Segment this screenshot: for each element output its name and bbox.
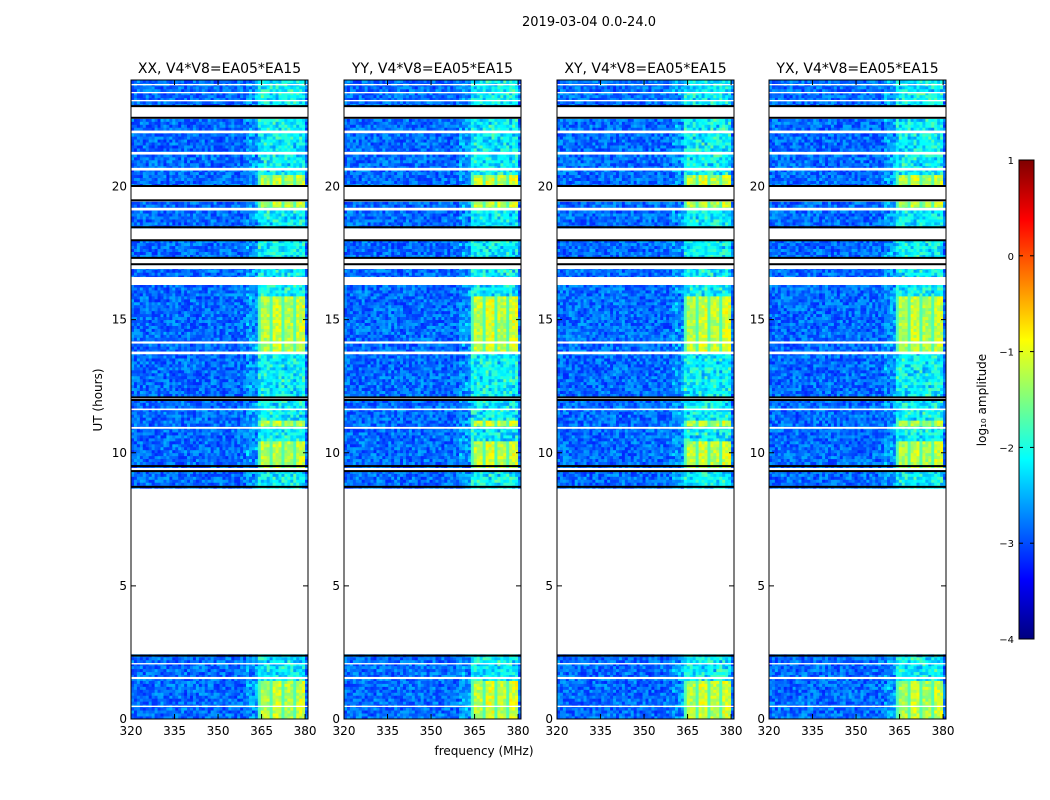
y-tick-label: 20 — [325, 180, 340, 194]
x-tick-label: 365 — [250, 724, 273, 738]
y-tick-label: 5 — [332, 579, 340, 593]
x-tick-label: 380 — [720, 724, 743, 738]
plot-frame — [768, 79, 947, 720]
y-tick-label: 5 — [119, 579, 127, 593]
y-tick-label: 0 — [332, 712, 340, 726]
plot-frame — [556, 79, 735, 720]
y-tick-label: 10 — [112, 446, 127, 460]
panel-title: YY, V4*V8=EA05*EA15 — [351, 61, 513, 77]
y-tick-label: 10 — [538, 446, 553, 460]
x-tick-label: 380 — [932, 724, 955, 738]
y-tick-label: 10 — [325, 446, 340, 460]
panel-title: XY, V4*V8=EA05*EA15 — [564, 61, 726, 77]
heatmap-image — [344, 80, 521, 719]
y-tick-label: 0 — [119, 712, 127, 726]
figure-title: 2019-03-04 0.0-24.0 — [522, 15, 656, 30]
panel-3: XY, V4*V8=EA05*EA15 320 335 350 365 380 0 5 10 15… — [538, 61, 743, 738]
plot-frame — [130, 79, 309, 720]
heatmap-image — [769, 80, 946, 719]
y-tick-label: 15 — [325, 313, 340, 327]
y-tick-label: 20 — [538, 180, 553, 194]
x-axis-label: frequency (MHz) — [434, 744, 533, 758]
x-tick-label: 335 — [376, 724, 399, 738]
y-tick-label: 10 — [750, 446, 765, 460]
colorbar-label: log₁₀ amplitude — [975, 354, 989, 446]
y-tick-label: 20 — [112, 180, 127, 194]
x-tick-label: 350 — [207, 724, 230, 738]
y-tick-label: 5 — [545, 579, 553, 593]
x-tick-label: 320 — [333, 724, 356, 738]
y-tick-label: 15 — [112, 313, 127, 327]
x-tick-label: 320 — [546, 724, 569, 738]
panel-2: YY, V4*V8=EA05*EA15 320 335 350 365 380 0 5 10 15… — [325, 61, 530, 738]
panels-group: XX, V4*V8=EA05*EA15 320 335 350 365 380 0 5 10 15… — [112, 61, 955, 738]
x-tick-label: 365 — [676, 724, 699, 738]
heatmap-image — [557, 80, 734, 719]
x-tick-label: 350 — [845, 724, 868, 738]
panel-title: YX, V4*V8=EA05*EA15 — [775, 61, 938, 77]
colorbar: −4 −3 −2 −1 0 1 log₁₀ amplitude — [975, 156, 1035, 646]
y-tick-label: 20 — [750, 180, 765, 194]
colorbar-tick-label: 0 — [1008, 252, 1014, 263]
panel-4: YX, V4*V8=EA05*EA15 320 335 350 365 380 0 5 10 15… — [750, 61, 955, 738]
x-tick-label: 365 — [888, 724, 911, 738]
x-tick-label: 335 — [589, 724, 612, 738]
panel-1: XX, V4*V8=EA05*EA15 320 335 350 365 380 0 5 10 15… — [112, 61, 317, 738]
x-tick-label: 335 — [801, 724, 824, 738]
y-tick-label: 0 — [545, 712, 553, 726]
x-tick-label: 320 — [120, 724, 143, 738]
x-tick-label: 335 — [163, 724, 186, 738]
x-tick-label: 380 — [294, 724, 317, 738]
x-tick-label: 350 — [633, 724, 656, 738]
colorbar-tick-label: −1 — [999, 348, 1014, 359]
colorbar-tick-label: 1 — [1008, 156, 1014, 167]
colorbar-tick-label: −4 — [999, 635, 1014, 646]
x-tick-label: 380 — [507, 724, 530, 738]
y-tick-label: 15 — [538, 313, 553, 327]
x-tick-label: 365 — [463, 724, 486, 738]
y-tick-label: 5 — [757, 579, 765, 593]
x-tick-label: 350 — [420, 724, 443, 738]
x-tick-label: 320 — [758, 724, 781, 738]
y-axis-label: UT (hours) — [91, 368, 105, 431]
y-tick-label: 0 — [757, 712, 765, 726]
colorbar-gradient — [1018, 159, 1035, 640]
colorbar-tick-label: −3 — [999, 539, 1014, 550]
heatmap-image — [131, 80, 308, 719]
colorbar-tick-label: −2 — [999, 443, 1014, 454]
plot-frame — [343, 79, 522, 720]
y-tick-label: 15 — [750, 313, 765, 327]
panel-title: XX, V4*V8=EA05*EA15 — [138, 61, 301, 77]
